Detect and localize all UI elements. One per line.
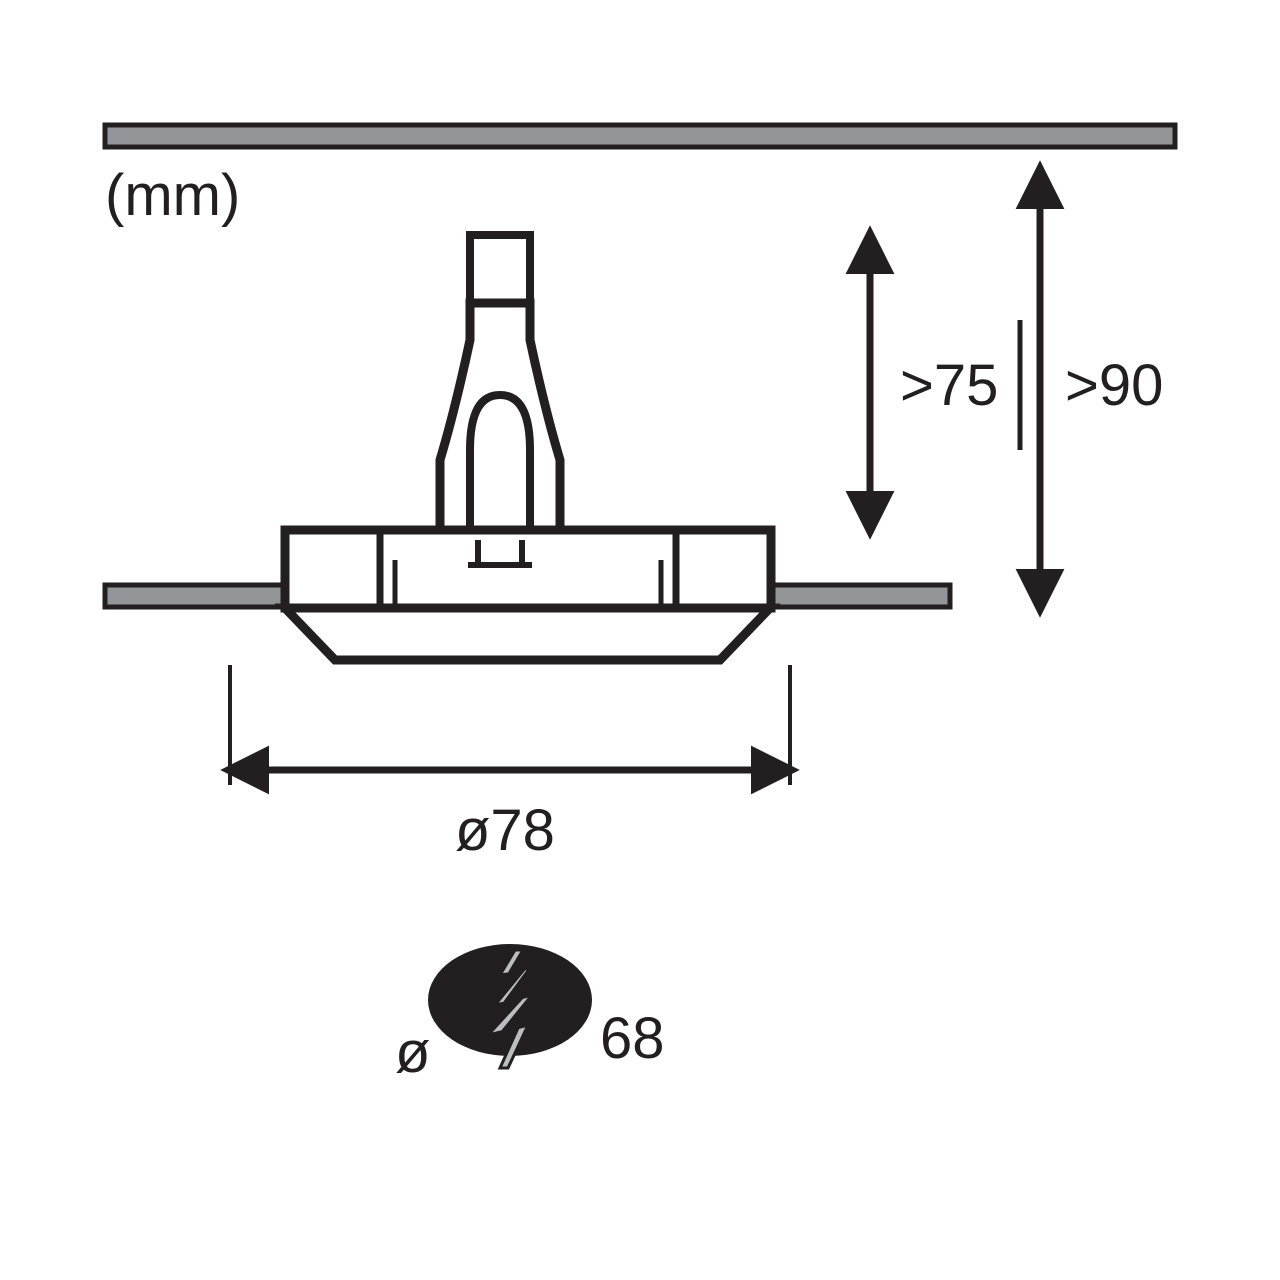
dim-depth-inner-label: >75 <box>900 353 998 418</box>
dim-depth-outer: >90 <box>1040 170 1163 608</box>
dim-diameter-label: ø78 <box>455 798 555 863</box>
mount-surface-left <box>105 585 285 607</box>
dimension-diagram: (mm) ø78 >75 >90 <box>0 0 1280 1280</box>
unit-label: (mm) <box>105 163 240 228</box>
dim-depth-outer-label: >90 <box>1065 353 1163 418</box>
fixture-body <box>285 530 771 608</box>
lamp-connector <box>440 235 560 565</box>
ceiling-bar <box>105 125 1175 147</box>
dim-depth-inner: >75 <box>870 235 998 530</box>
cutout-icon: ø 68 <box>395 944 665 1085</box>
mount-surface-right <box>770 585 950 607</box>
cutout-dia-value: 68 <box>600 1006 665 1071</box>
fixture-bezel <box>285 608 770 660</box>
cutout-dia-prefix: ø <box>395 1020 430 1085</box>
dim-diameter: ø78 <box>230 665 790 863</box>
